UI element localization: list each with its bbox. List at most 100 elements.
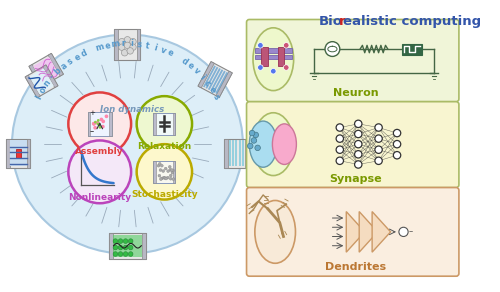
Text: e: e [166, 48, 174, 59]
Ellipse shape [253, 28, 294, 91]
Ellipse shape [12, 34, 243, 254]
Text: m: m [94, 42, 105, 53]
Bar [88, 112, 112, 136]
Circle shape [253, 132, 258, 138]
Circle shape [167, 170, 170, 173]
Text: b: b [53, 66, 64, 77]
Circle shape [124, 239, 128, 244]
Text: ealistic computing: ealistic computing [344, 15, 481, 28]
Text: e: e [207, 85, 218, 95]
Circle shape [250, 130, 255, 136]
Bar [224, 139, 248, 168]
Text: Relaxation: Relaxation [137, 142, 192, 152]
Circle shape [159, 169, 162, 171]
Circle shape [68, 140, 131, 203]
Text: –: – [90, 127, 94, 136]
Circle shape [136, 96, 192, 152]
Circle shape [160, 178, 162, 180]
Circle shape [170, 177, 172, 180]
Circle shape [375, 124, 382, 131]
Text: a: a [59, 61, 69, 71]
Ellipse shape [272, 124, 296, 164]
Bar [6, 139, 10, 168]
Bar [262, 47, 268, 66]
Circle shape [130, 44, 136, 51]
Circle shape [124, 42, 130, 48]
Circle shape [96, 121, 100, 125]
Bar [33, 57, 59, 84]
Bar [172, 161, 176, 183]
Circle shape [92, 122, 96, 126]
Circle shape [113, 239, 117, 244]
Circle shape [284, 65, 289, 70]
Circle shape [168, 166, 171, 168]
Text: –: – [408, 227, 412, 236]
Bar [109, 112, 112, 136]
Bar [402, 44, 422, 55]
Bar [213, 71, 226, 93]
Text: i: i [198, 73, 206, 81]
Bar [154, 113, 176, 135]
Bar [215, 72, 228, 94]
Bar [30, 68, 54, 94]
Circle shape [172, 169, 174, 172]
Bar [29, 65, 44, 87]
Text: i: i [130, 39, 133, 48]
Ellipse shape [255, 201, 296, 263]
Text: Stochasticity: Stochasticity [131, 190, 198, 199]
Circle shape [97, 119, 100, 122]
Bar [242, 140, 244, 166]
Text: v: v [159, 45, 167, 55]
Polygon shape [346, 212, 364, 252]
Text: c: c [202, 79, 212, 88]
Polygon shape [359, 212, 378, 252]
Circle shape [94, 126, 97, 130]
Circle shape [354, 151, 362, 158]
Bar [142, 233, 146, 259]
Circle shape [170, 169, 173, 171]
Circle shape [325, 42, 340, 56]
Circle shape [394, 152, 400, 159]
Text: Neuron: Neuron [332, 88, 378, 98]
Bar [238, 140, 240, 166]
Circle shape [375, 157, 382, 164]
Circle shape [169, 168, 172, 171]
Bar [6, 139, 30, 168]
Circle shape [336, 157, 344, 164]
Circle shape [124, 252, 128, 256]
Bar [136, 29, 140, 60]
Text: v: v [192, 66, 202, 77]
Text: e: e [186, 61, 196, 71]
Circle shape [96, 123, 100, 125]
Circle shape [336, 146, 344, 153]
Bar [42, 65, 58, 88]
Circle shape [100, 118, 103, 121]
Circle shape [258, 43, 263, 48]
Text: d: d [180, 56, 189, 67]
Circle shape [160, 164, 163, 167]
Ellipse shape [253, 113, 294, 175]
Text: e: e [73, 52, 82, 62]
Circle shape [170, 174, 172, 177]
Text: Synapse: Synapse [329, 174, 382, 184]
Circle shape [128, 245, 133, 250]
Circle shape [118, 245, 123, 250]
Circle shape [375, 146, 382, 153]
Bar [154, 161, 176, 183]
Circle shape [162, 170, 164, 172]
Text: -: - [48, 73, 57, 81]
Circle shape [162, 176, 165, 179]
Text: Bio: Bio [318, 15, 342, 28]
Bar [114, 29, 118, 60]
Circle shape [128, 252, 133, 256]
Bar [10, 140, 27, 166]
Circle shape [118, 252, 123, 256]
Circle shape [270, 68, 276, 74]
Circle shape [94, 121, 97, 124]
Text: e: e [104, 41, 111, 51]
FancyBboxPatch shape [246, 102, 459, 187]
Circle shape [336, 135, 344, 142]
Bar [154, 161, 156, 183]
Circle shape [171, 171, 174, 174]
Circle shape [248, 143, 253, 149]
